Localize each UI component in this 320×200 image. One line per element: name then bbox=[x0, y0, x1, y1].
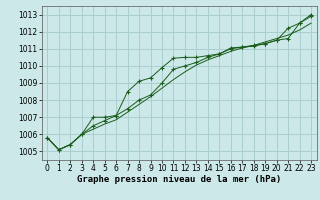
X-axis label: Graphe pression niveau de la mer (hPa): Graphe pression niveau de la mer (hPa) bbox=[77, 175, 281, 184]
